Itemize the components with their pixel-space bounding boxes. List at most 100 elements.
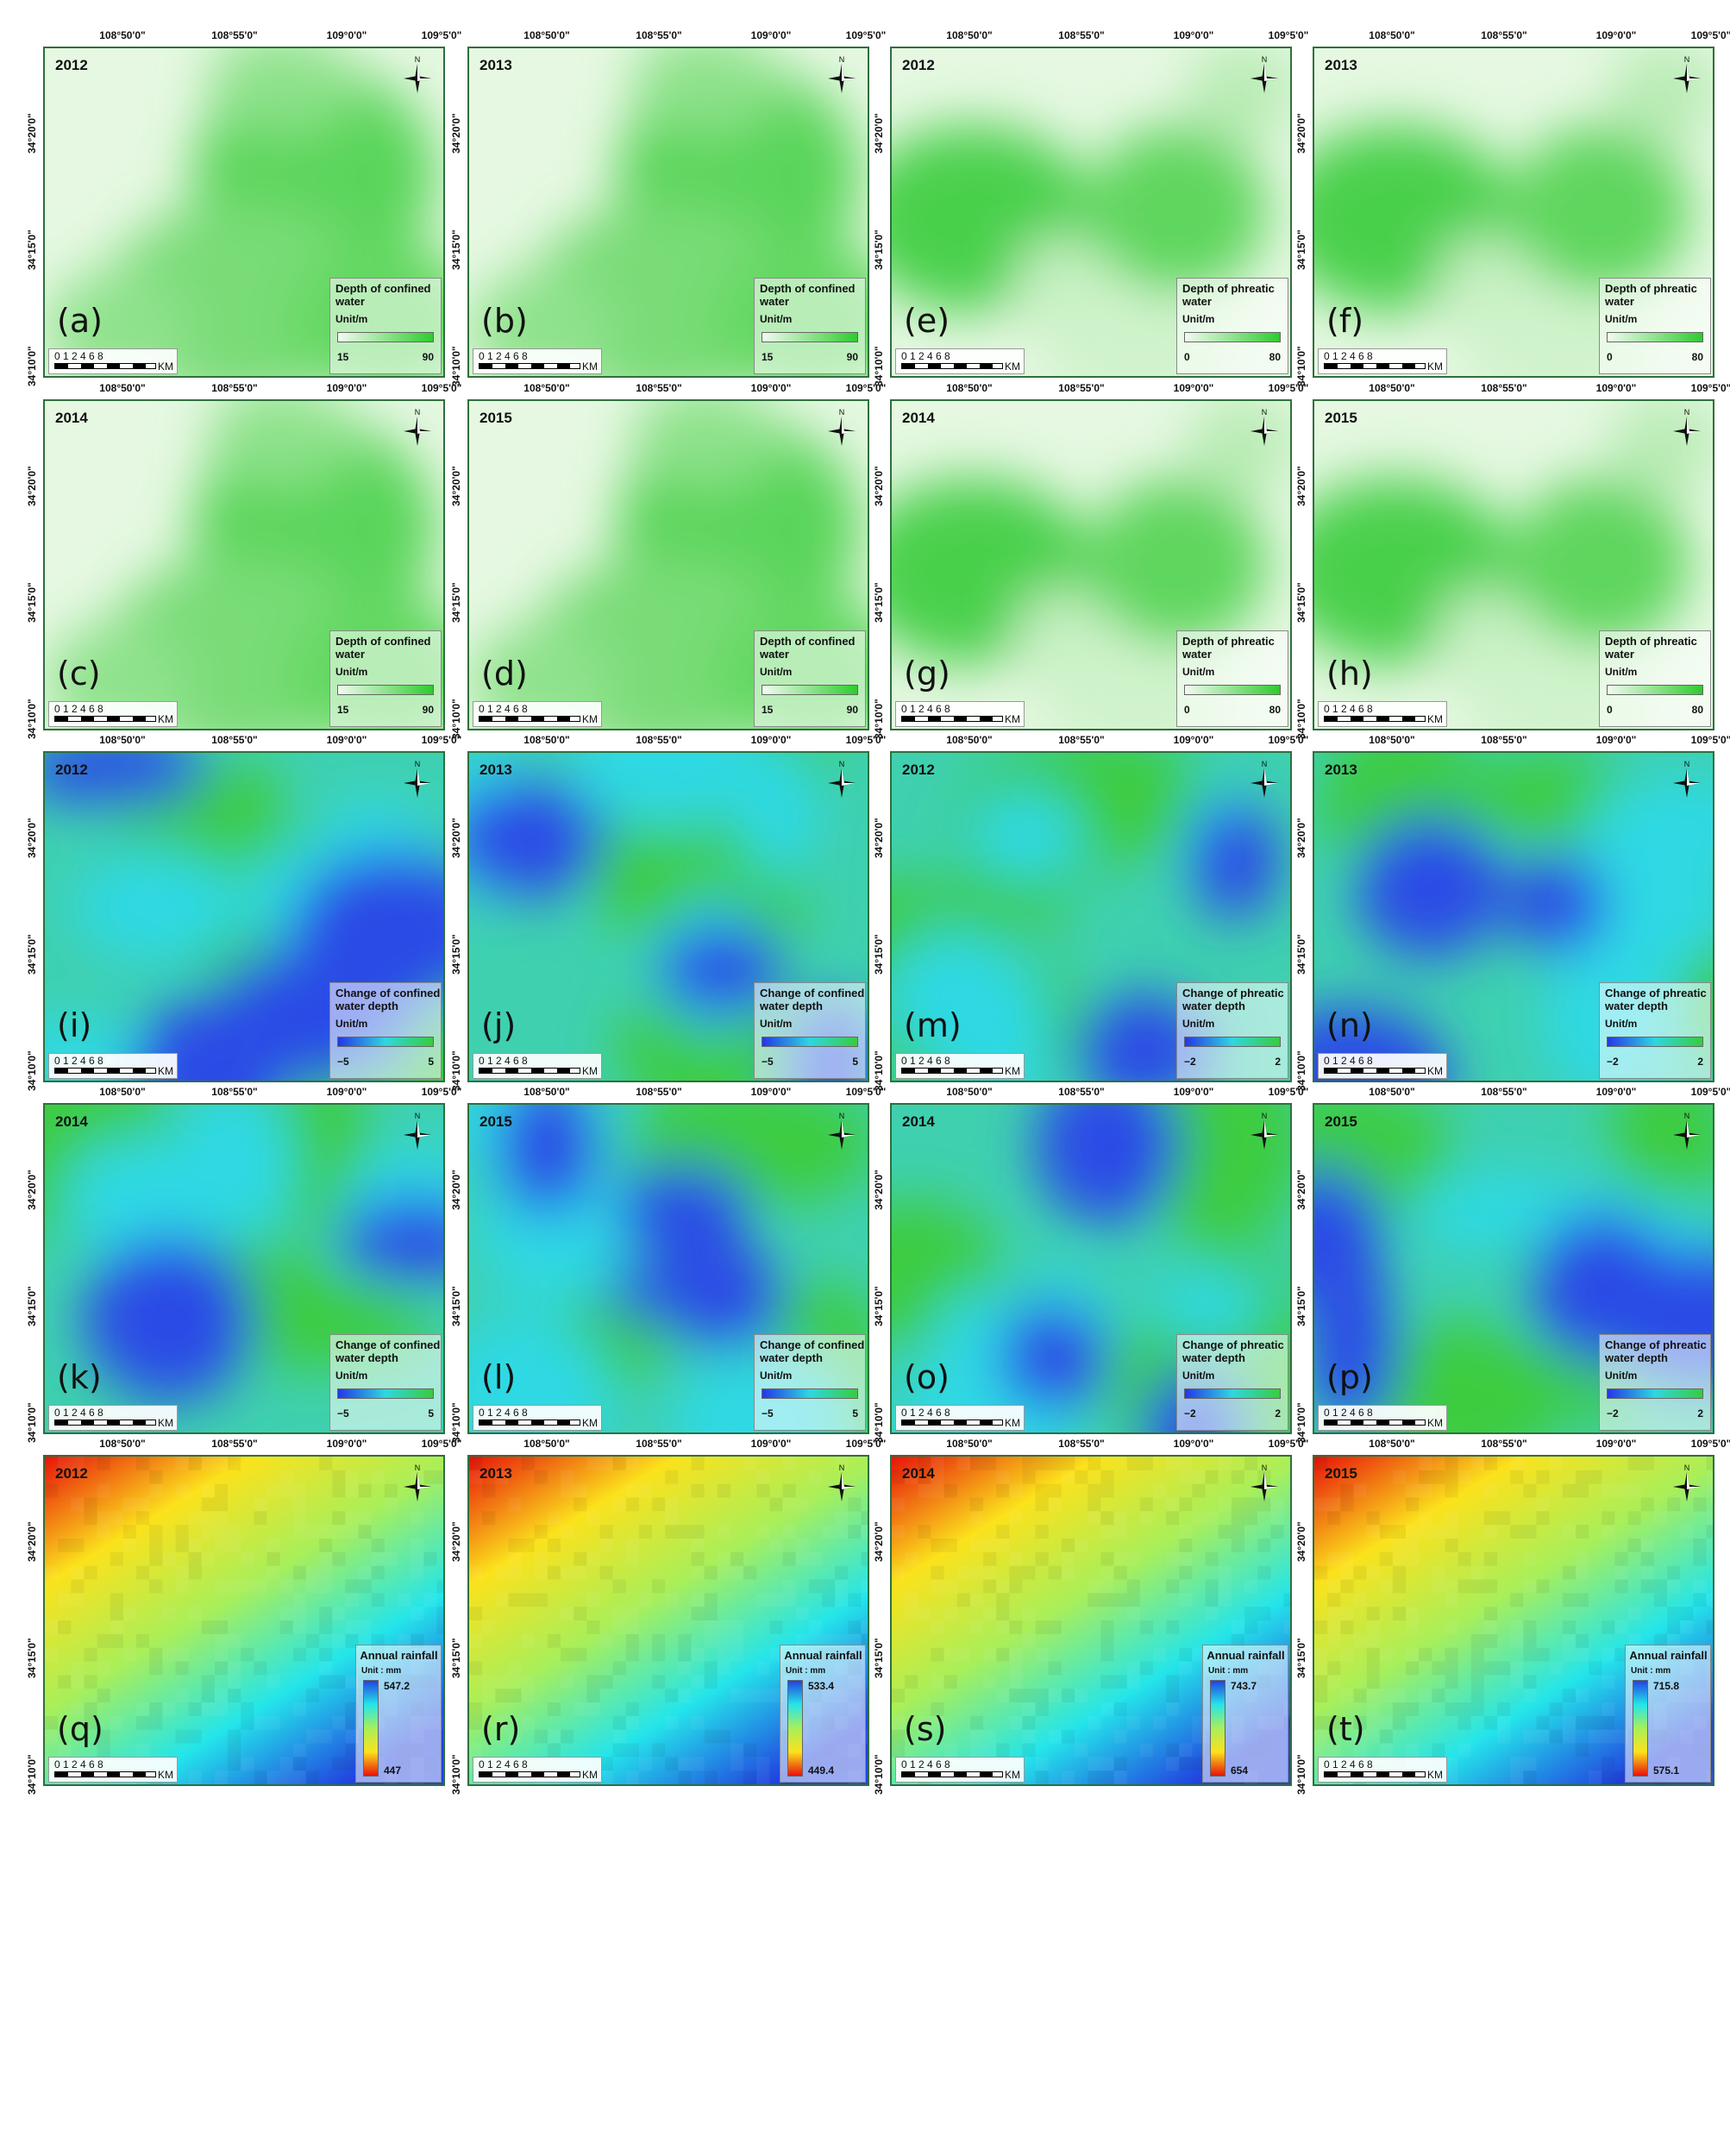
legend-title: Depth of phreatic water <box>1182 635 1275 661</box>
scale-bar: 0 1 2 4 6 8 KM <box>895 1757 1025 1783</box>
scale-bar-graphic <box>54 1068 156 1074</box>
legend-min: 449.4 <box>808 1764 835 1777</box>
north-arrow-icon: N <box>1670 1463 1704 1507</box>
legend: Depth of phreatic water Unit/m 0 80 <box>1599 278 1711 374</box>
longitude-tick-label: 108°55'0" <box>636 29 682 41</box>
legend-max: 90 <box>422 704 434 716</box>
north-arrow-icon: N <box>1670 55 1704 98</box>
year-label: 2012 <box>55 57 88 73</box>
svg-text:N: N <box>1684 1112 1690 1120</box>
legend-color-ramp <box>1184 1037 1281 1047</box>
latitude-tick-label: 34°20'0" <box>450 818 462 858</box>
legend-color-ramp <box>337 1388 434 1399</box>
longitude-tick-label: 108°50'0" <box>99 29 146 41</box>
north-arrow-icon: N <box>1247 55 1282 98</box>
year-label: 2014 <box>902 1113 935 1130</box>
map-panel-i: 108°50'0" 108°55'0" 109°0'0" 109°5'0" 2012 N (… <box>24 734 461 1091</box>
longitude-tick-label: 109°0'0" <box>750 29 792 41</box>
latitude-tick-label: 34°20'0" <box>26 818 38 858</box>
map-frame: 2014 N (g) 0 1 2 4 6 8 KM Depth of phreatic w… <box>890 399 1292 730</box>
scale-bar-graphic <box>901 716 1003 722</box>
longitude-tick-label: 109°5'0" <box>1268 382 1309 394</box>
longitude-tick-label: 108°55'0" <box>1058 382 1105 394</box>
scale-numbers: 0 1 2 4 6 8 <box>1324 1055 1373 1067</box>
longitude-tick-label: 108°50'0" <box>1369 29 1415 41</box>
latitude-tick-label: 34°15'0" <box>26 1286 38 1326</box>
panel-letter: (p) <box>1326 1358 1373 1396</box>
scale-bar-graphic <box>1324 1771 1426 1777</box>
svg-text:N: N <box>1262 1463 1268 1472</box>
legend-unit: Unit/m <box>1182 1369 1215 1382</box>
map-frame: 2013 N (r) 0 1 2 4 6 8 KM Annual rainfall Unit… <box>467 1455 869 1786</box>
legend-min: 15 <box>337 704 349 716</box>
legend-min: −2 <box>1607 1056 1619 1068</box>
legend-color-ramp <box>762 685 858 695</box>
panel-letter: (d) <box>481 655 528 693</box>
longitude-tick-label: 109°0'0" <box>1173 734 1214 746</box>
latitude-tick-label: 34°10'0" <box>1295 699 1307 739</box>
svg-text:N: N <box>415 1463 421 1472</box>
map-frame: 2015 N (l) 0 1 2 4 6 8 KM Change of confined … <box>467 1103 869 1434</box>
scale-bar: 0 1 2 4 6 8 KM <box>473 1405 602 1431</box>
legend-max: 80 <box>1691 351 1703 363</box>
year-label: 2015 <box>480 410 512 426</box>
map-panel-p: 108°50'0" 108°55'0" 109°0'0" 109°5'0" 2015 N (… <box>1294 1086 1730 1443</box>
latitude-tick-label: 34°10'0" <box>873 699 885 739</box>
legend-min: 15 <box>762 704 774 716</box>
scale-numbers: 0 1 2 4 6 8 <box>901 1407 950 1419</box>
map-frame: 2014 N (k) 0 1 2 4 6 8 KM Change of confined … <box>43 1103 445 1434</box>
map-panel-k: 108°50'0" 108°55'0" 109°0'0" 109°5'0" 2014 N (… <box>24 1086 461 1443</box>
panel-letter: (r) <box>481 1710 521 1748</box>
map-frame: 2013 N (b) 0 1 2 4 6 8 KM Depth of confined w… <box>467 47 869 378</box>
latitude-tick-label: 34°10'0" <box>26 1050 38 1091</box>
latitude-tick-label: 34°10'0" <box>450 1754 462 1795</box>
longitude-tick-label: 108°55'0" <box>211 1438 258 1450</box>
scale-bar: 0 1 2 4 6 8 KM <box>473 1053 602 1079</box>
year-label: 2014 <box>55 1113 88 1130</box>
latitude-tick-label: 34°10'0" <box>450 346 462 386</box>
legend-color-ramp <box>337 332 434 342</box>
latitude-tick-label: 34°20'0" <box>1295 113 1307 154</box>
longitude-tick-label: 109°0'0" <box>750 1438 792 1450</box>
scale-unit: KM <box>1427 1417 1443 1429</box>
svg-text:N: N <box>1262 760 1268 768</box>
legend-max: 2 <box>1697 1407 1703 1420</box>
legend-min: 447 <box>384 1764 402 1777</box>
map-frame: 2014 N (c) 0 1 2 4 6 8 KM Depth of confined w… <box>43 399 445 730</box>
legend-min: 575.1 <box>1653 1764 1680 1777</box>
longitude-tick-label: 109°0'0" <box>326 1086 367 1098</box>
longitude-tick-label: 108°50'0" <box>99 1086 146 1098</box>
legend-color-ramp <box>787 1680 803 1777</box>
scale-bar: 0 1 2 4 6 8 KM <box>48 1053 178 1079</box>
longitude-tick-label: 109°5'0" <box>845 1438 887 1450</box>
legend-max: 90 <box>422 351 434 363</box>
map-frame: 2015 N (h) 0 1 2 4 6 8 KM Depth of phreatic w… <box>1313 399 1714 730</box>
map-panel-g: 108°50'0" 108°55'0" 109°0'0" 109°5'0" 2014 N (… <box>871 382 1308 739</box>
legend-unit: Unit/m <box>335 1369 368 1382</box>
longitude-tick-label: 108°55'0" <box>1481 29 1527 41</box>
panel-letter: (c) <box>57 655 101 693</box>
legend-title: Depth of confined water <box>335 635 431 661</box>
map-panel-t: 108°50'0" 108°55'0" 109°0'0" 109°5'0" 2015 N (… <box>1294 1438 1730 1795</box>
svg-text:N: N <box>839 760 845 768</box>
longitude-tick-label: 108°55'0" <box>1058 29 1105 41</box>
legend: Change of confined water depth Unit/m −5 5 <box>329 1334 442 1431</box>
latitude-tick-label: 34°20'0" <box>1295 1169 1307 1210</box>
north-arrow-icon: N <box>1247 1112 1282 1155</box>
panel-letter: (e) <box>904 302 950 340</box>
longitude-tick-label: 108°50'0" <box>523 29 570 41</box>
svg-text:N: N <box>839 55 845 64</box>
legend-max: 547.2 <box>384 1680 411 1692</box>
map-frame: 2015 N (t) 0 1 2 4 6 8 KM Annual rainfall Unit… <box>1313 1455 1714 1786</box>
legend-title: Annual rainfall <box>784 1649 862 1662</box>
longitude-tick-label: 109°5'0" <box>421 382 462 394</box>
legend-unit: Unit/m <box>1182 666 1215 678</box>
svg-text:N: N <box>1262 1112 1268 1120</box>
north-arrow-icon: N <box>1670 408 1704 451</box>
latitude-tick-label: 34°20'0" <box>1295 466 1307 506</box>
legend-min: −2 <box>1184 1056 1196 1068</box>
legend-title: Change of confined water depth <box>760 1338 865 1364</box>
legend-title: Depth of phreatic water <box>1605 635 1697 661</box>
north-arrow-icon: N <box>1247 408 1282 451</box>
scale-unit: KM <box>582 1065 598 1077</box>
